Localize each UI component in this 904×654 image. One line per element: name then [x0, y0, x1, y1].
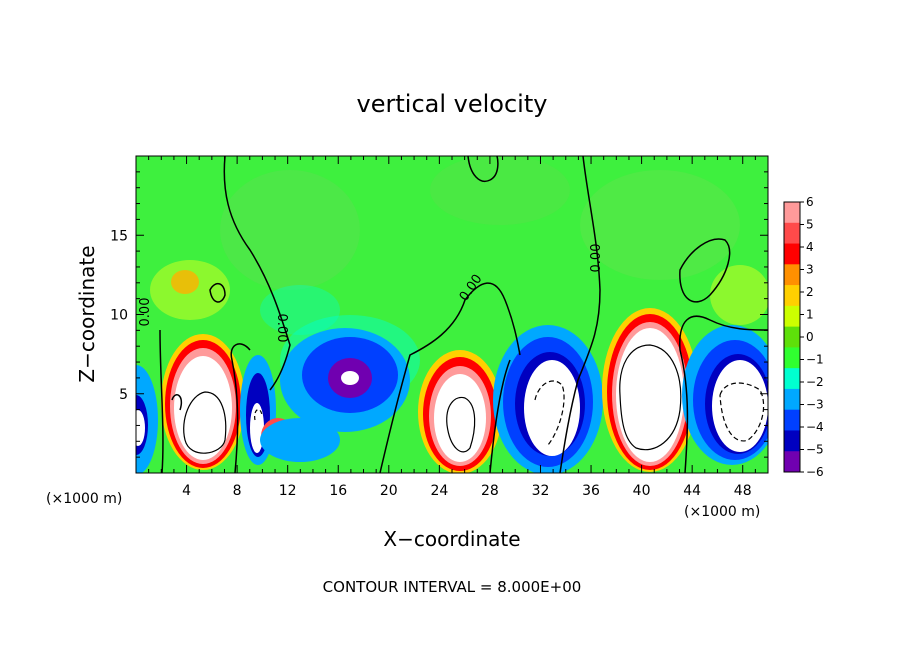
- contour-lines: [159, 156, 768, 473]
- contour-label: 0.00: [589, 244, 604, 273]
- field-tint: [171, 270, 199, 294]
- contour-zero-line: [230, 343, 251, 473]
- chart-title: vertical velocity: [357, 90, 548, 118]
- colorbar-tick-label: −4: [806, 420, 824, 434]
- y-tick-label: 10: [110, 308, 128, 324]
- contour-zero-line: [467, 156, 499, 182]
- contour-zero-line: [379, 282, 521, 473]
- colorbar-tick-label: 5: [806, 218, 814, 232]
- downdraft-core: [341, 371, 359, 385]
- x-tick-label: 4: [182, 483, 191, 499]
- field-tint: [220, 170, 360, 290]
- updraft-core: [174, 356, 232, 460]
- contour-inner-lines: [183, 344, 765, 454]
- contour-negative-line: [534, 380, 565, 446]
- x-tick-label: 8: [233, 483, 242, 499]
- downdraft-region: [260, 418, 340, 462]
- field-tint: [430, 156, 570, 225]
- contour-label: 0.00: [138, 298, 153, 327]
- field-tint: [710, 265, 768, 325]
- x-axis-label: X−coordinate: [383, 527, 520, 551]
- colorbar-tick-label: −5: [806, 443, 824, 457]
- contour-label: 0.00: [274, 314, 289, 343]
- colorbar-swatch: [784, 305, 800, 328]
- colorbar-swatch: [784, 264, 800, 286]
- y-tick-label: 5: [119, 387, 128, 403]
- colorbar-tick-label: 1: [806, 308, 814, 322]
- downdraft-core: [712, 360, 768, 452]
- contour-zero-line: [559, 156, 601, 473]
- x-tick-label: 48: [734, 483, 752, 499]
- field-tint: [580, 170, 740, 280]
- colorbar-tick-label: 6: [806, 195, 814, 209]
- x-tick-label: 32: [532, 483, 550, 499]
- colorbar-tick-label: 0: [806, 330, 814, 344]
- colorbar-swatch: [784, 285, 800, 307]
- updraft-core: [434, 374, 486, 462]
- x-tick-label: 20: [380, 483, 398, 499]
- colorbar-tick-label: −1: [806, 353, 824, 367]
- colorbar-swatch: [784, 243, 800, 265]
- colorbar-tick-label: −3: [806, 398, 824, 412]
- colorbar-tick-label: 2: [806, 285, 814, 299]
- contour-zero-line: [171, 394, 183, 411]
- contour-zero-line: [679, 315, 768, 473]
- colorbar-swatch: [784, 451, 800, 473]
- downdraft-core: [136, 410, 145, 446]
- contour-negative-line: [254, 408, 263, 421]
- contour-positive-line: [183, 391, 227, 454]
- contour-zero-line: [209, 283, 226, 303]
- contour-positive-line: [619, 344, 682, 451]
- colorbar-swatch: [784, 368, 800, 390]
- colorbar-tick-label: 3: [806, 263, 814, 277]
- colorbar-swatch: [784, 202, 800, 224]
- x-unit-label-left: (×1000 m): [46, 491, 122, 507]
- colorbar-tick-label: −6: [806, 465, 824, 479]
- downdraft-core: [524, 360, 580, 456]
- x-tick-label: 16: [329, 483, 347, 499]
- plot-field: 0.00 0.00 0.00 0.00: [136, 156, 768, 473]
- colorbar-swatch: [784, 347, 800, 369]
- contour-zero-line: [679, 238, 731, 303]
- contour-positive-line: [446, 396, 476, 453]
- contour-zero-line: [159, 329, 164, 473]
- x-tick-label: 36: [582, 483, 600, 499]
- colorbar-tick-label: −2: [806, 375, 824, 389]
- colorbar-swatch: [784, 409, 800, 431]
- y-tick-label: 15: [110, 228, 128, 244]
- x-tick-label: 28: [481, 483, 499, 499]
- x-tick-label: 12: [279, 483, 297, 499]
- y-axis-label: Z−coordinate: [75, 245, 99, 382]
- x-tick-label: 40: [633, 483, 651, 499]
- colorbar-swatch: [784, 326, 800, 348]
- x-tick-label: 24: [430, 483, 448, 499]
- colorbar: 6 5 4 3 2 1 0 −1 −2 −3 −4 −5 −6: [783, 195, 824, 479]
- contour-interval-note: CONTOUR INTERVAL = 8.000E+00: [323, 578, 582, 596]
- updraft-core: [616, 328, 684, 462]
- contour-zero-line: [223, 156, 291, 391]
- colorbar-swatch: [784, 388, 800, 411]
- colorbar-swatch: [784, 430, 800, 452]
- colorbar-swatch: [784, 222, 800, 245]
- x-tick-label: 44: [683, 483, 701, 499]
- colorbar-tick-label: 4: [806, 240, 814, 254]
- field-tint: [260, 285, 340, 335]
- x-unit-label-right: (×1000 m): [684, 504, 760, 520]
- contour-zero-line: [489, 359, 511, 473]
